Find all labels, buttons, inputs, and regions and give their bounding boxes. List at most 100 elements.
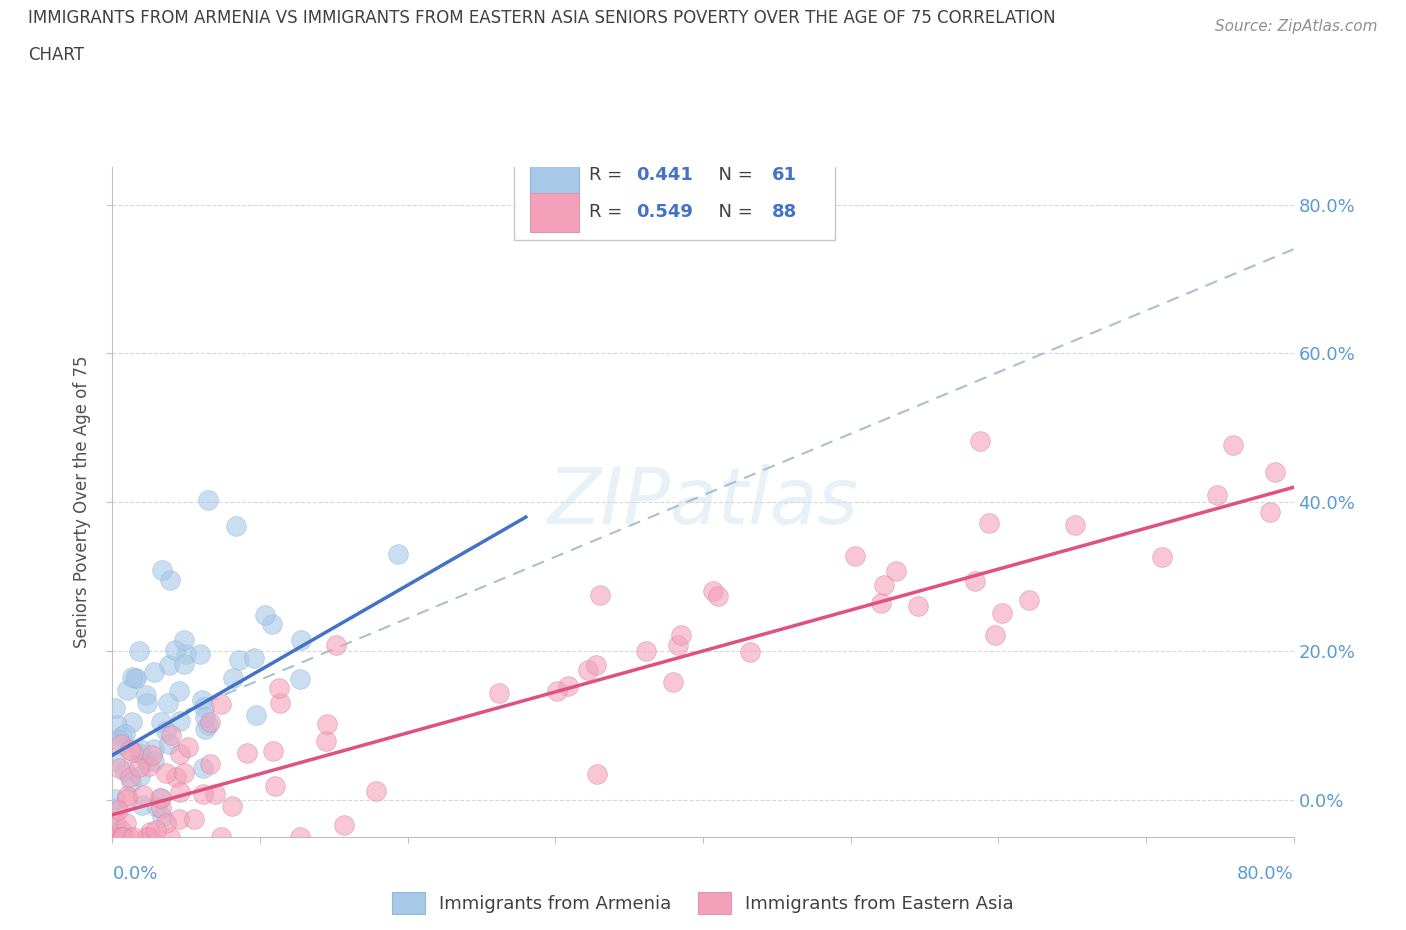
Text: R =: R = xyxy=(589,166,627,184)
Point xyxy=(245,708,267,723)
Point xyxy=(173,765,195,780)
Point xyxy=(193,699,215,714)
Text: IMMIGRANTS FROM ARMENIA VS IMMIGRANTS FROM EASTERN ASIA SENIORS POVERTY OVER THE: IMMIGRANTS FROM ARMENIA VS IMMIGRANTS FR… xyxy=(28,9,1056,27)
Point xyxy=(288,671,311,686)
Point xyxy=(131,797,153,812)
Point xyxy=(907,598,929,613)
Point xyxy=(115,791,138,806)
Point xyxy=(589,587,612,602)
Point xyxy=(191,693,214,708)
Point xyxy=(121,714,143,729)
Point xyxy=(662,674,685,689)
Point xyxy=(221,671,243,685)
Point xyxy=(209,830,232,844)
Point xyxy=(118,830,141,844)
Point xyxy=(107,803,129,817)
Point xyxy=(669,628,692,643)
Text: CHART: CHART xyxy=(28,46,84,64)
Text: 88: 88 xyxy=(772,204,797,221)
Point xyxy=(269,696,291,711)
Point xyxy=(963,574,986,589)
Point xyxy=(105,718,128,733)
Point xyxy=(124,671,146,685)
Point xyxy=(1150,550,1173,565)
Point xyxy=(138,824,160,839)
Point xyxy=(977,515,1000,530)
Point xyxy=(157,658,180,672)
Point xyxy=(111,830,134,844)
Point xyxy=(183,812,205,827)
Text: Source: ZipAtlas.com: Source: ZipAtlas.com xyxy=(1215,19,1378,33)
Point xyxy=(156,696,179,711)
Point xyxy=(157,737,180,751)
Y-axis label: Seniors Poverty Over the Age of 75: Seniors Poverty Over the Age of 75 xyxy=(73,356,91,648)
Point xyxy=(138,759,160,774)
Point xyxy=(142,664,165,679)
Point xyxy=(221,799,243,814)
Point xyxy=(188,646,211,661)
Point xyxy=(112,830,135,844)
Point xyxy=(141,748,163,763)
Point xyxy=(136,830,159,844)
FancyBboxPatch shape xyxy=(530,193,579,232)
Point xyxy=(115,683,138,698)
Point xyxy=(165,770,187,785)
Point xyxy=(243,650,266,665)
Text: 0.0%: 0.0% xyxy=(112,865,157,883)
Text: 61: 61 xyxy=(772,166,797,184)
Point xyxy=(290,632,312,647)
Point xyxy=(173,632,195,647)
Point xyxy=(108,760,131,775)
Point xyxy=(104,753,127,768)
Point xyxy=(145,822,167,837)
Point xyxy=(586,766,609,781)
Point xyxy=(111,728,134,743)
Point xyxy=(315,734,337,749)
Point xyxy=(194,721,217,736)
Point xyxy=(174,646,197,661)
Point xyxy=(884,564,907,578)
Point xyxy=(121,830,143,844)
Point xyxy=(634,644,657,658)
Point xyxy=(146,800,169,815)
Point xyxy=(264,778,287,793)
Text: 0.441: 0.441 xyxy=(636,166,693,184)
Point xyxy=(120,769,142,784)
Point xyxy=(197,493,219,508)
Point xyxy=(991,606,1014,621)
Point xyxy=(150,563,173,578)
Point xyxy=(150,715,173,730)
Point xyxy=(155,816,177,830)
Point xyxy=(142,754,165,769)
Point xyxy=(325,638,347,653)
Point xyxy=(1018,593,1040,608)
Point xyxy=(197,718,219,733)
Point xyxy=(128,644,150,658)
Point xyxy=(114,726,136,741)
Point xyxy=(114,764,136,778)
Point xyxy=(150,810,173,825)
Point xyxy=(131,787,153,802)
Point xyxy=(193,760,215,775)
Point xyxy=(254,608,277,623)
Point xyxy=(225,519,247,534)
Point xyxy=(1222,438,1244,453)
Point xyxy=(135,753,157,768)
Point xyxy=(585,658,607,673)
Legend: Immigrants from Armenia, Immigrants from Eastern Asia: Immigrants from Armenia, Immigrants from… xyxy=(385,885,1021,922)
Point xyxy=(1258,505,1281,520)
Point xyxy=(200,714,222,729)
Text: N =: N = xyxy=(707,166,758,184)
Point xyxy=(488,685,510,700)
Point xyxy=(546,684,568,698)
Point xyxy=(844,549,866,564)
Point xyxy=(159,573,181,588)
Point xyxy=(262,743,284,758)
Point xyxy=(173,657,195,671)
Text: 80.0%: 80.0% xyxy=(1237,865,1294,883)
Point xyxy=(209,697,232,711)
Point xyxy=(702,583,724,598)
Point xyxy=(167,812,190,827)
Point xyxy=(155,724,177,738)
Point xyxy=(167,684,190,698)
